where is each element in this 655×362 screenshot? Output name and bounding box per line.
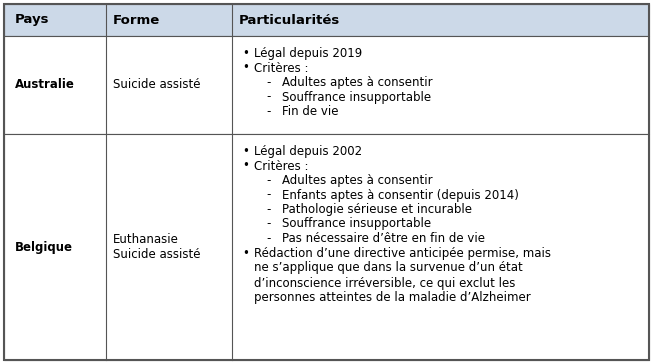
Text: •: • (242, 47, 249, 60)
Text: Pays: Pays (15, 13, 50, 26)
Text: -: - (266, 90, 271, 104)
Text: Belgique: Belgique (15, 240, 73, 253)
Text: •: • (242, 145, 249, 158)
Text: Souffrance insupportable: Souffrance insupportable (282, 90, 431, 104)
Text: Adultes aptes à consentir: Adultes aptes à consentir (282, 76, 432, 89)
Text: Légal depuis 2002: Légal depuis 2002 (254, 145, 362, 158)
Text: Rédaction d’une directive anticipée permise, mais
ne s’applique que dans la surv: Rédaction d’une directive anticipée perm… (254, 247, 551, 304)
Bar (4, 4, 649, 36)
Text: Australie: Australie (15, 79, 75, 92)
Bar (4, 36, 649, 134)
Text: •: • (242, 62, 249, 75)
Text: Suicide assisté: Suicide assisté (113, 79, 200, 92)
Text: -: - (266, 105, 271, 118)
Text: -: - (266, 203, 271, 216)
Text: Légal depuis 2019: Légal depuis 2019 (254, 47, 362, 60)
Text: Critères :: Critères : (254, 160, 309, 173)
Text: Particularités: Particularités (239, 13, 340, 26)
Text: -: - (266, 174, 271, 187)
Text: Critères :: Critères : (254, 62, 309, 75)
Text: Euthanasie
Suicide assisté: Euthanasie Suicide assisté (113, 233, 200, 261)
Bar (4, 134, 649, 360)
Text: Enfants aptes à consentir (depuis 2014): Enfants aptes à consentir (depuis 2014) (282, 189, 519, 202)
Text: -: - (266, 218, 271, 231)
Text: Fin de vie: Fin de vie (282, 105, 339, 118)
Text: Souffrance insupportable: Souffrance insupportable (282, 218, 431, 231)
Text: •: • (242, 247, 249, 260)
Text: Forme: Forme (113, 13, 160, 26)
Text: Adultes aptes à consentir: Adultes aptes à consentir (282, 174, 432, 187)
Text: Pas nécessaire d’être en fin de vie: Pas nécessaire d’être en fin de vie (282, 232, 485, 245)
Text: Pathologie sérieuse et incurable: Pathologie sérieuse et incurable (282, 203, 472, 216)
Text: -: - (266, 189, 271, 202)
Text: -: - (266, 232, 271, 245)
Text: •: • (242, 160, 249, 173)
Text: -: - (266, 76, 271, 89)
